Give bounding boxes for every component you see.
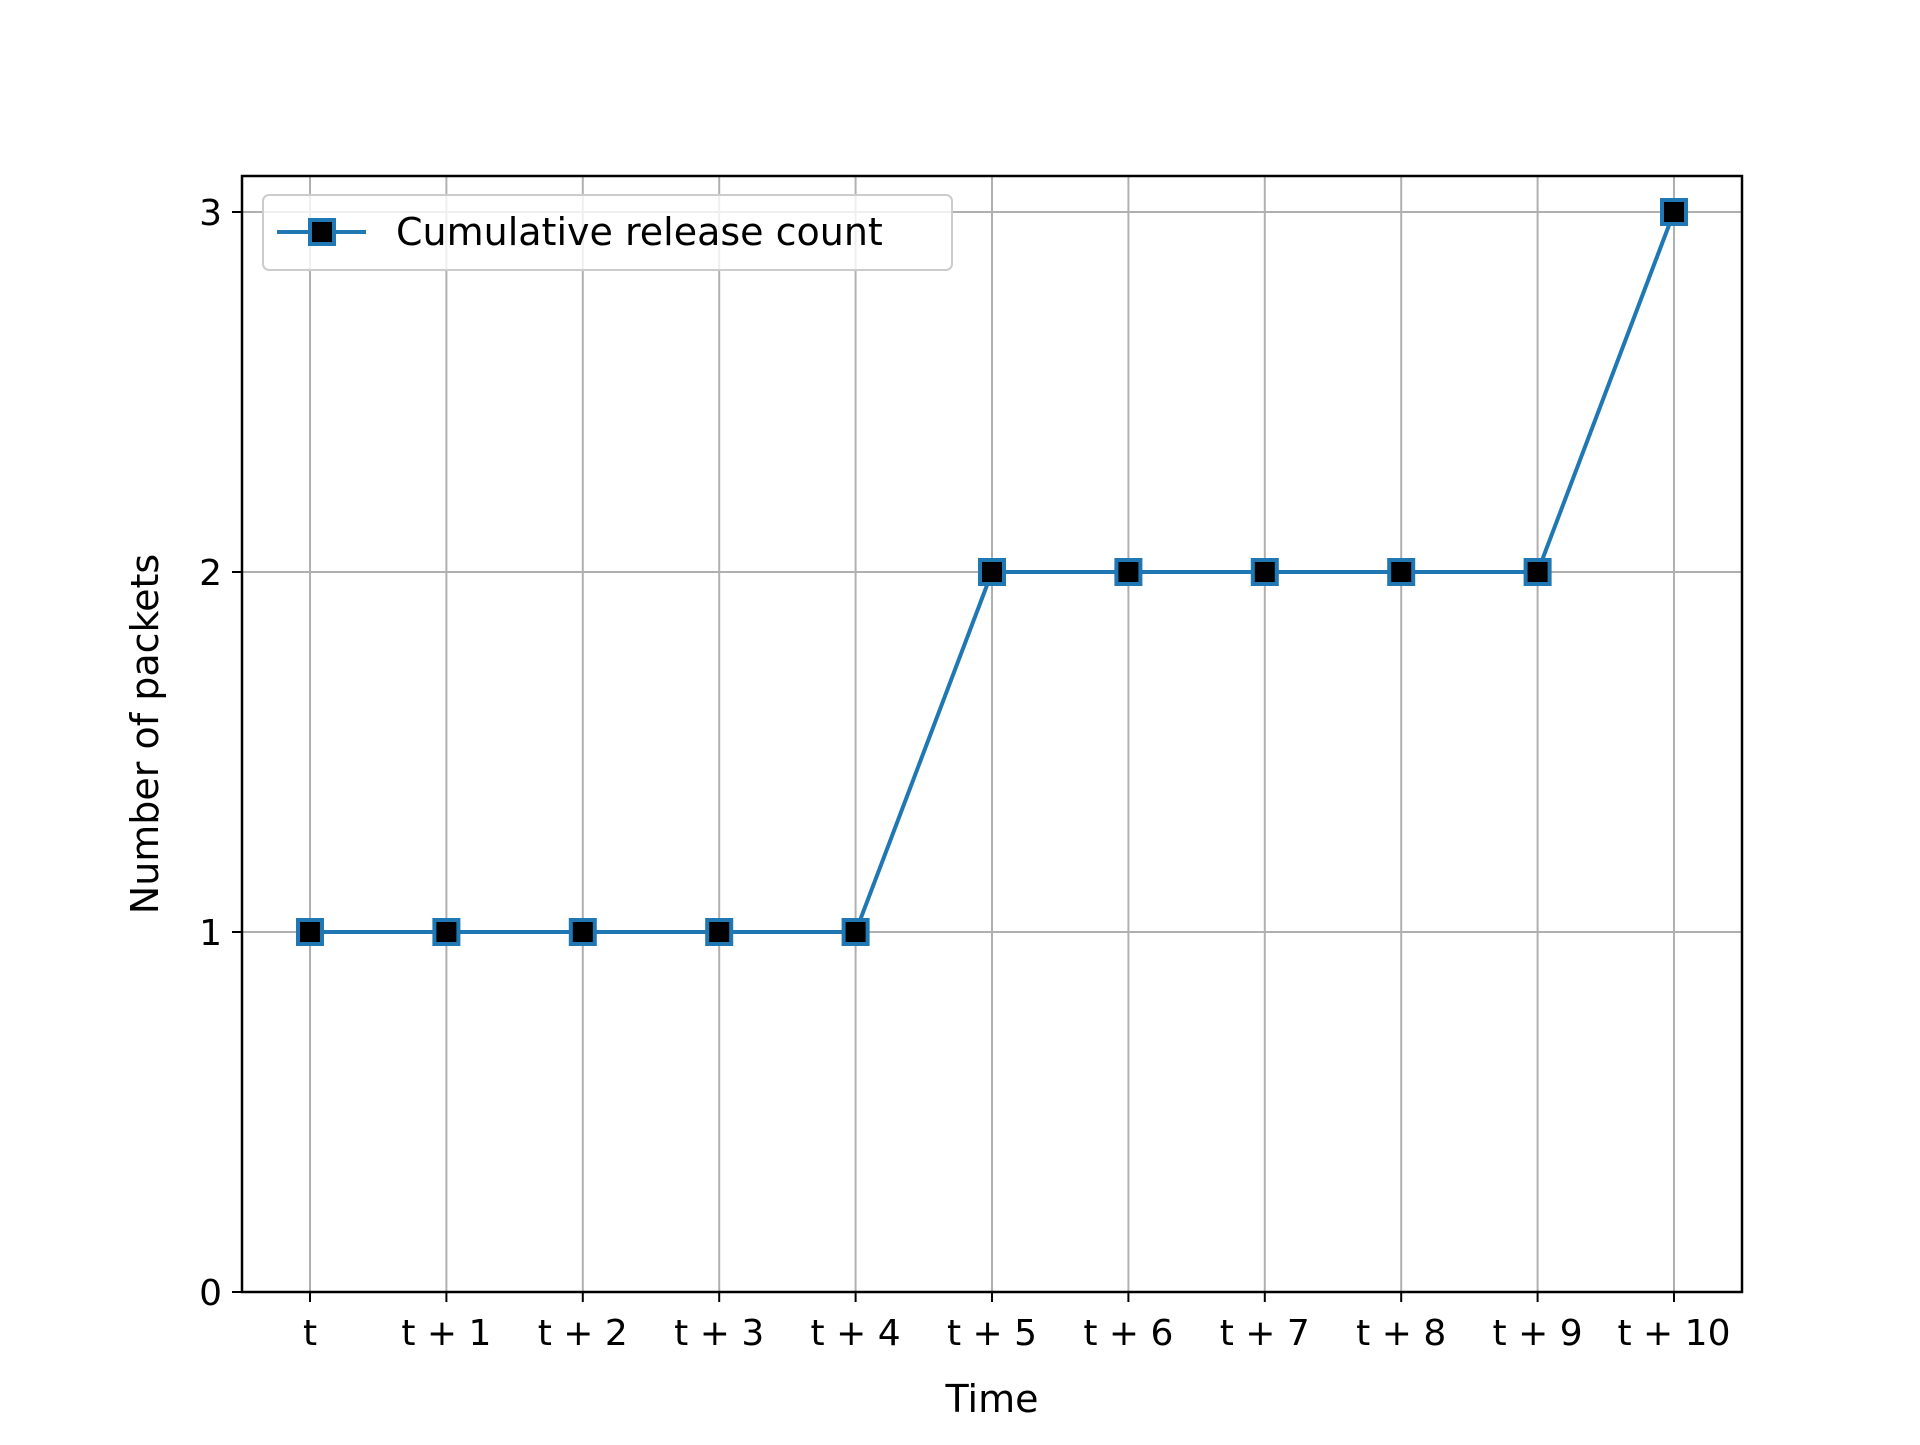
- data-point-marker: [1660, 198, 1688, 226]
- x-tick-label: t + 5: [947, 1313, 1037, 1354]
- y-tick-label: 1: [199, 913, 222, 954]
- x-tick-label: t + 10: [1618, 1313, 1731, 1354]
- x-axis-title: Time: [945, 1377, 1039, 1421]
- y-tick-label: 0: [199, 1273, 222, 1314]
- x-tick-label: t + 1: [401, 1313, 491, 1354]
- y-tick-label: 2: [199, 553, 222, 594]
- legend: Cumulative release count: [262, 194, 953, 271]
- data-point-marker: [296, 918, 324, 946]
- x-tick-label: t + 6: [1083, 1313, 1173, 1354]
- data-point-marker: [568, 918, 597, 946]
- data-point-marker: [978, 558, 1006, 586]
- data-point-marker: [432, 918, 461, 946]
- legend-label: Cumulative release count: [396, 210, 883, 254]
- y-axis-title: Number of packets: [123, 554, 167, 914]
- x-tick-label: t + 4: [811, 1313, 901, 1354]
- legend-marker-sample: [308, 218, 336, 246]
- legend-box: [262, 194, 953, 271]
- x-tick-label: t + 9: [1493, 1313, 1583, 1354]
- x-axis-ticks: t t + 1 t + 2 t + 3 t + 4 t + 5 t + 6 t + 7 t + …: [303, 1292, 1731, 1354]
- data-point-marker: [1523, 558, 1552, 586]
- data-point-marker: [705, 918, 734, 946]
- x-tick-label: t: [303, 1313, 317, 1354]
- x-tick-label: t + 3: [674, 1313, 764, 1354]
- series-markers: [296, 198, 1688, 946]
- y-tick-label: 3: [199, 193, 222, 234]
- data-point-marker: [841, 918, 870, 946]
- x-tick-label: t + 7: [1220, 1313, 1310, 1354]
- data-point-marker: [1114, 558, 1143, 586]
- data-point-marker: [1387, 558, 1416, 586]
- x-tick-label: t + 2: [538, 1313, 628, 1354]
- data-point-marker: [1250, 558, 1279, 586]
- y-axis-ticks: 0 1 2 3: [199, 193, 242, 1314]
- x-tick-label: t + 8: [1356, 1313, 1446, 1354]
- grid: [242, 176, 1742, 1293]
